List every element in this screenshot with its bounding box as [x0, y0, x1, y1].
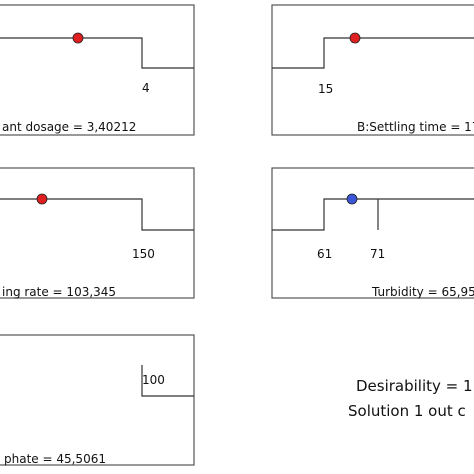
panel-5-desirability-ramp: [141, 365, 194, 397]
panel-4-solution-marker: [346, 193, 358, 205]
panel-2: 15 B:Settling time = 17: [271, 4, 474, 136]
panel-3-limit-label-0: 150: [132, 247, 155, 261]
panel-3-frame: [0, 167, 195, 299]
panel-1-caption: ant dosage = 3,40212: [2, 120, 136, 134]
panel-3-solution-marker: [36, 193, 48, 205]
panel-1-desirability-ramp: [0, 37, 194, 69]
panel-2-solution-marker: [349, 32, 361, 44]
panel-5-caption: phate = 45,5061: [4, 452, 106, 466]
panel-2-limit-label-0: 15: [318, 82, 333, 96]
panel-3-caption: ing rate = 103,345: [2, 285, 116, 299]
panel-4: 61 71 Turbidity = 65,95: [271, 167, 474, 299]
panel-3-desirability-ramp: [0, 198, 194, 231]
panel-5-frame: [0, 334, 195, 466]
panel-1-limit-label-0: 4: [142, 81, 150, 95]
panel-4-caption: Turbidity = 65,95: [371, 285, 474, 299]
solution-summary: Solution 1 out c: [348, 402, 466, 420]
panel-4-limit-label-1: 71: [370, 247, 385, 261]
panel-1-solution-marker: [72, 32, 84, 44]
panel-4-limit-label-0: 61: [317, 247, 332, 261]
panel-2-desirability-ramp: [272, 37, 474, 69]
panel-1-frame: [0, 4, 195, 136]
panel-1: 4 ant dosage = 3,40212: [0, 4, 195, 136]
panel-5: 100 phate = 45,5061: [0, 334, 195, 466]
panel-3: 150 ing rate = 103,345: [0, 167, 195, 299]
desirability-summary: Desirability = 1: [356, 377, 473, 395]
panel-5-limit-label-0: 100: [142, 373, 165, 387]
panel-2-frame: [271, 4, 474, 136]
panel-4-desirability-ramp: [272, 198, 474, 231]
panel-4-frame: [271, 167, 474, 299]
panel-2-caption: B:Settling time = 17: [357, 120, 474, 134]
